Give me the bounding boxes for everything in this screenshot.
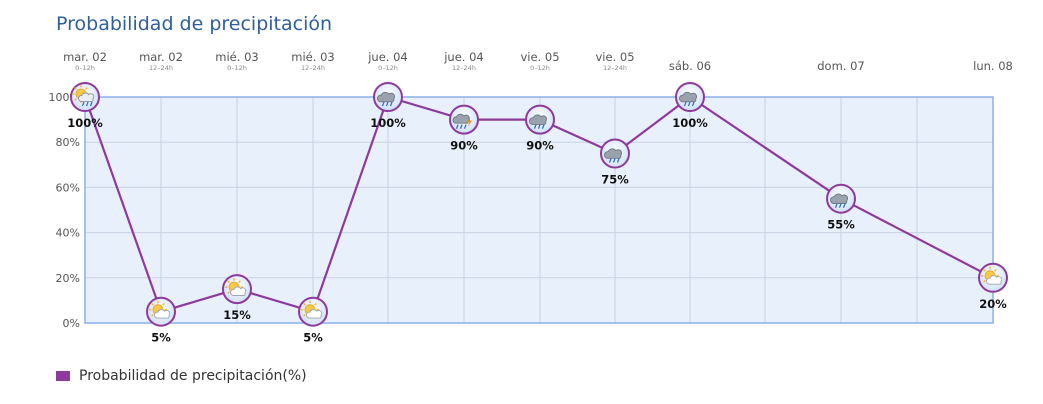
data-label: 100% (370, 116, 406, 130)
sun-ray (162, 302, 165, 306)
chart-title: Probabilidad de precipitación (56, 13, 333, 35)
sun-ray (74, 98, 77, 101)
rain-drop (842, 203, 846, 208)
plot-border (84, 96, 994, 324)
x-day-label: lun. 08 (973, 59, 1013, 73)
sun-ray (227, 280, 230, 283)
x-day-label: dom. 07 (817, 59, 864, 73)
sun-ray (85, 87, 88, 90)
rain-drop (838, 203, 842, 208)
data-label: 100% (67, 116, 103, 130)
rain-drop (463, 124, 467, 129)
sun-ray (314, 302, 317, 306)
x-day-label: sáb. 06 (669, 59, 711, 73)
rain-drop (541, 124, 545, 129)
sun-ray (994, 268, 997, 272)
sun-ray (303, 313, 306, 317)
data-label: 90% (526, 139, 554, 153)
rain-cloud-icon[interactable] (600, 138, 630, 169)
rain-drop (687, 101, 691, 107)
cloud-shape (154, 309, 171, 319)
rain-cloud-icon[interactable] (373, 82, 403, 112)
sun-cloud-icon[interactable] (978, 262, 1008, 293)
sun-ray (303, 302, 306, 306)
legend-swatch (56, 371, 70, 381)
legend-label: Probabilidad de precipitación(%) (79, 368, 307, 384)
x-range-label: 0–12h (227, 64, 247, 72)
lightning-bolt (467, 117, 472, 127)
x-range-label: 12–24h (452, 64, 476, 72)
x-range-label: 12–24h (603, 64, 627, 72)
rain-cloud-icon[interactable] (525, 104, 555, 135)
cloud-shape (306, 309, 323, 319)
x-range-label: 0–12h (75, 64, 95, 72)
data-label: 5% (151, 331, 171, 345)
x-day-label: mar. 02 (63, 50, 107, 64)
data-label: 5% (303, 331, 323, 345)
data-label: 75% (601, 173, 629, 187)
cloud-shape (679, 91, 698, 103)
x-range-label: 12–24h (301, 64, 325, 72)
rain-drop (608, 158, 612, 163)
sun-ray (238, 280, 241, 283)
data-label: 55% (827, 218, 855, 232)
sun-cloud-icon[interactable] (298, 296, 328, 327)
x-day-label: mié. 03 (215, 50, 258, 64)
x-day-label: vie. 05 (595, 50, 634, 64)
rain-drop (381, 101, 385, 107)
sun-ray (983, 268, 986, 272)
rain-drop (455, 124, 459, 129)
sun-ray (227, 291, 230, 294)
x-range-label: 0–12h (378, 64, 398, 72)
sun-cloud-rain-icon[interactable] (70, 82, 100, 112)
cloud-shape (986, 275, 1003, 285)
rain-drop (691, 101, 695, 107)
sun-ray (151, 313, 154, 317)
x-day-label: vie. 05 (520, 50, 559, 64)
x-day-label: mar. 02 (139, 50, 183, 64)
x-day-label: jue. 04 (443, 50, 484, 64)
rain-drop (385, 101, 389, 107)
sun-ray (151, 302, 154, 306)
rain-drop (834, 203, 838, 208)
cloud-shape (604, 148, 623, 159)
data-label: 100% (672, 116, 708, 130)
rain-drop (459, 124, 463, 129)
rain-drop (85, 101, 89, 107)
cloud-shape (230, 286, 247, 296)
storm-cloud-icon[interactable] (449, 104, 479, 135)
rain-cloud-icon[interactable] (826, 183, 856, 214)
rain-cloud-icon[interactable] (675, 82, 705, 112)
rain-drop (389, 101, 393, 107)
cloud-shape (529, 114, 548, 125)
x-day-label: jue. 04 (367, 50, 408, 64)
rain-drop (537, 124, 541, 129)
rain-drop (89, 101, 93, 107)
rain-drop (616, 158, 620, 163)
data-label: 90% (450, 139, 478, 153)
cloud-shape (78, 92, 95, 102)
y-tick-label: 40% (56, 227, 80, 240)
x-range-label: 0–12h (530, 64, 550, 72)
sun-cloud-icon[interactable] (146, 296, 176, 327)
cloud-shape (377, 91, 396, 103)
y-tick-label: 0% (63, 317, 80, 330)
legend[interactable]: Probabilidad de precipitación(%) (56, 368, 307, 384)
x-range-label: 12–24h (149, 64, 173, 72)
x-day-label: mié. 03 (291, 50, 334, 64)
rain-drop (81, 101, 85, 107)
rain-drop (533, 124, 537, 129)
y-tick-label: 60% (56, 181, 80, 194)
sun-ray (74, 87, 77, 90)
sun-cloud-icon[interactable] (222, 274, 252, 305)
sun-ray (983, 279, 986, 283)
y-tick-label: 20% (56, 272, 80, 285)
y-tick-label: 80% (56, 136, 80, 149)
cloud-shape (830, 193, 849, 204)
rain-drop (683, 101, 687, 107)
data-label: 20% (979, 297, 1007, 311)
rain-drop (612, 158, 616, 163)
data-label: 15% (223, 308, 251, 322)
